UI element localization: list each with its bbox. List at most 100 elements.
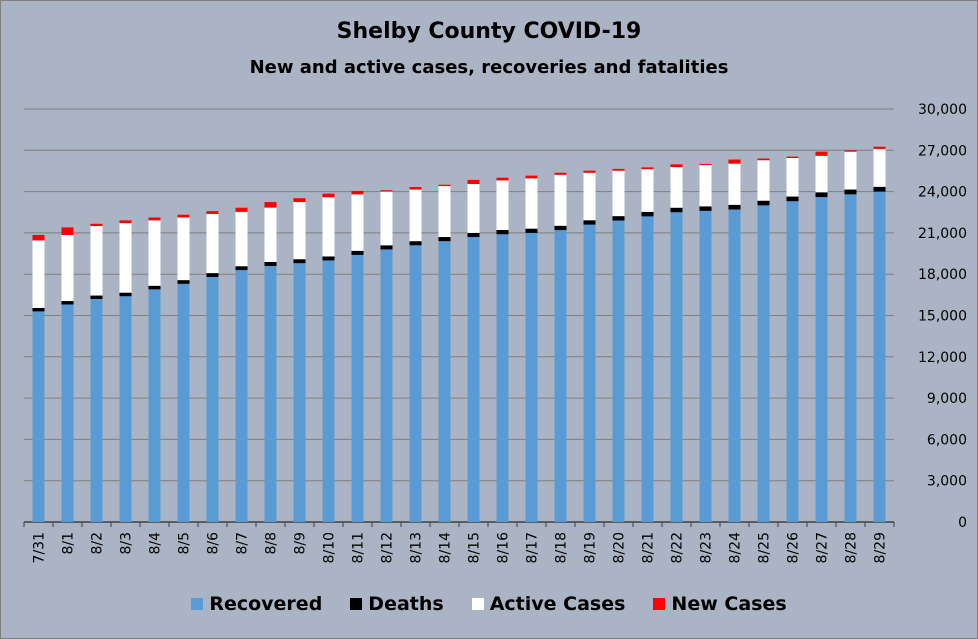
bar-recovered bbox=[206, 276, 219, 522]
y-tick-label: 9,000 bbox=[927, 391, 967, 407]
bar-new-cases bbox=[728, 159, 741, 164]
bar-active-cases bbox=[467, 184, 480, 233]
bar-recovered bbox=[322, 260, 335, 522]
bar-recovered bbox=[525, 232, 538, 522]
bar-new-cases bbox=[612, 168, 625, 171]
x-tick-label: 8/24 bbox=[728, 532, 744, 564]
bar-recovered bbox=[293, 263, 306, 522]
bar-active-cases bbox=[757, 160, 770, 201]
x-tick-label: 8/8 bbox=[264, 532, 280, 555]
bar-active-cases bbox=[206, 213, 219, 274]
bar-deaths bbox=[119, 292, 132, 297]
x-tick-label: 8/9 bbox=[293, 532, 309, 555]
bar-deaths bbox=[206, 273, 219, 277]
legend-label-new-cases: New Cases bbox=[671, 593, 787, 615]
x-tick-label: 8/13 bbox=[409, 532, 425, 563]
bar-active-cases bbox=[583, 172, 596, 221]
bar-new-cases bbox=[235, 207, 248, 212]
bar-recovered bbox=[467, 237, 480, 522]
bar-deaths bbox=[728, 204, 741, 210]
legend-item-active-cases: Active Cases bbox=[471, 593, 626, 615]
bar-recovered bbox=[380, 249, 393, 523]
x-tick-label: 8/7 bbox=[235, 532, 251, 555]
bar-active-cases bbox=[496, 180, 509, 231]
bar-new-cases bbox=[177, 214, 190, 218]
bar-deaths bbox=[699, 206, 712, 211]
bar-recovered bbox=[612, 220, 625, 522]
bar-active-cases bbox=[786, 158, 799, 197]
x-tick-label: 8/2 bbox=[90, 532, 106, 555]
bar-new-cases bbox=[699, 163, 712, 166]
bar-recovered bbox=[264, 265, 277, 522]
bar-deaths bbox=[873, 186, 886, 192]
bar-deaths bbox=[380, 245, 393, 250]
bar-deaths bbox=[322, 256, 335, 261]
bar-new-cases bbox=[90, 223, 103, 227]
x-tick-label: 8/17 bbox=[525, 532, 541, 563]
x-tick-label: 8/21 bbox=[641, 532, 657, 563]
bar-recovered bbox=[90, 298, 103, 522]
x-tick-label: 8/14 bbox=[438, 532, 454, 564]
bar-deaths bbox=[815, 192, 828, 198]
bar-new-cases bbox=[293, 198, 306, 203]
bar-active-cases bbox=[641, 169, 654, 212]
bar-active-cases bbox=[351, 194, 364, 251]
bar-new-cases bbox=[61, 227, 74, 235]
bar-deaths bbox=[409, 241, 422, 246]
y-tick-label: 27,000 bbox=[918, 143, 967, 159]
x-tick-label: 8/18 bbox=[554, 532, 570, 563]
bar-new-cases bbox=[525, 175, 538, 179]
bar-recovered bbox=[583, 224, 596, 522]
y-tick-label: 6,000 bbox=[927, 432, 967, 448]
bar-active-cases bbox=[728, 163, 741, 205]
bar-new-cases bbox=[264, 202, 277, 208]
bar-recovered bbox=[728, 209, 741, 522]
y-tick-label: 24,000 bbox=[918, 185, 967, 201]
bar-active-cases bbox=[670, 167, 683, 208]
bar-active-cases bbox=[438, 186, 451, 238]
bar-new-cases bbox=[467, 179, 480, 185]
bar-active-cases bbox=[554, 174, 567, 226]
y-tick-label: 12,000 bbox=[918, 350, 967, 366]
bar-active-cases bbox=[525, 178, 538, 229]
bar-active-cases bbox=[177, 217, 190, 281]
bar-recovered bbox=[61, 304, 74, 522]
bar-recovered bbox=[670, 212, 683, 522]
bar-active-cases bbox=[32, 240, 45, 308]
y-tick-label: 30,000 bbox=[918, 102, 967, 118]
x-tick-label: 8/26 bbox=[786, 532, 802, 564]
bar-recovered bbox=[235, 270, 248, 522]
bar-active-cases bbox=[119, 223, 132, 293]
x-tick-label: 8/22 bbox=[670, 532, 686, 563]
bar-new-cases bbox=[844, 150, 857, 152]
bar-new-cases bbox=[438, 184, 451, 187]
bar-deaths bbox=[844, 189, 857, 195]
bar-new-cases bbox=[873, 146, 886, 149]
legend-swatch-recovered bbox=[191, 598, 204, 610]
bar-new-cases bbox=[148, 217, 161, 221]
x-tick-label: 8/28 bbox=[844, 532, 860, 563]
y-tick-label: 18,000 bbox=[918, 267, 967, 283]
bar-new-cases bbox=[641, 167, 654, 170]
bar-recovered bbox=[815, 197, 828, 522]
bar-recovered bbox=[873, 191, 886, 522]
bar-active-cases bbox=[612, 170, 625, 217]
legend-label-active-cases: Active Cases bbox=[489, 593, 626, 615]
y-tick-label: 21,000 bbox=[918, 226, 967, 242]
bar-active-cases bbox=[699, 165, 712, 207]
bar-new-cases bbox=[496, 177, 509, 181]
legend-swatch-new-cases bbox=[653, 598, 666, 610]
bar-recovered bbox=[496, 234, 509, 522]
bar-active-cases bbox=[61, 234, 74, 302]
x-tick-label: 8/3 bbox=[119, 532, 135, 555]
bar-active-cases bbox=[873, 148, 886, 187]
x-tick-label: 8/5 bbox=[177, 532, 193, 555]
bar-active-cases bbox=[235, 211, 248, 267]
bar-recovered bbox=[757, 205, 770, 522]
x-tick-label: 8/16 bbox=[496, 532, 512, 564]
bar-active-cases bbox=[293, 202, 306, 260]
bar-active-cases bbox=[264, 207, 277, 262]
legend-swatch-deaths bbox=[350, 598, 363, 610]
legend-label-deaths: Deaths bbox=[368, 593, 444, 615]
